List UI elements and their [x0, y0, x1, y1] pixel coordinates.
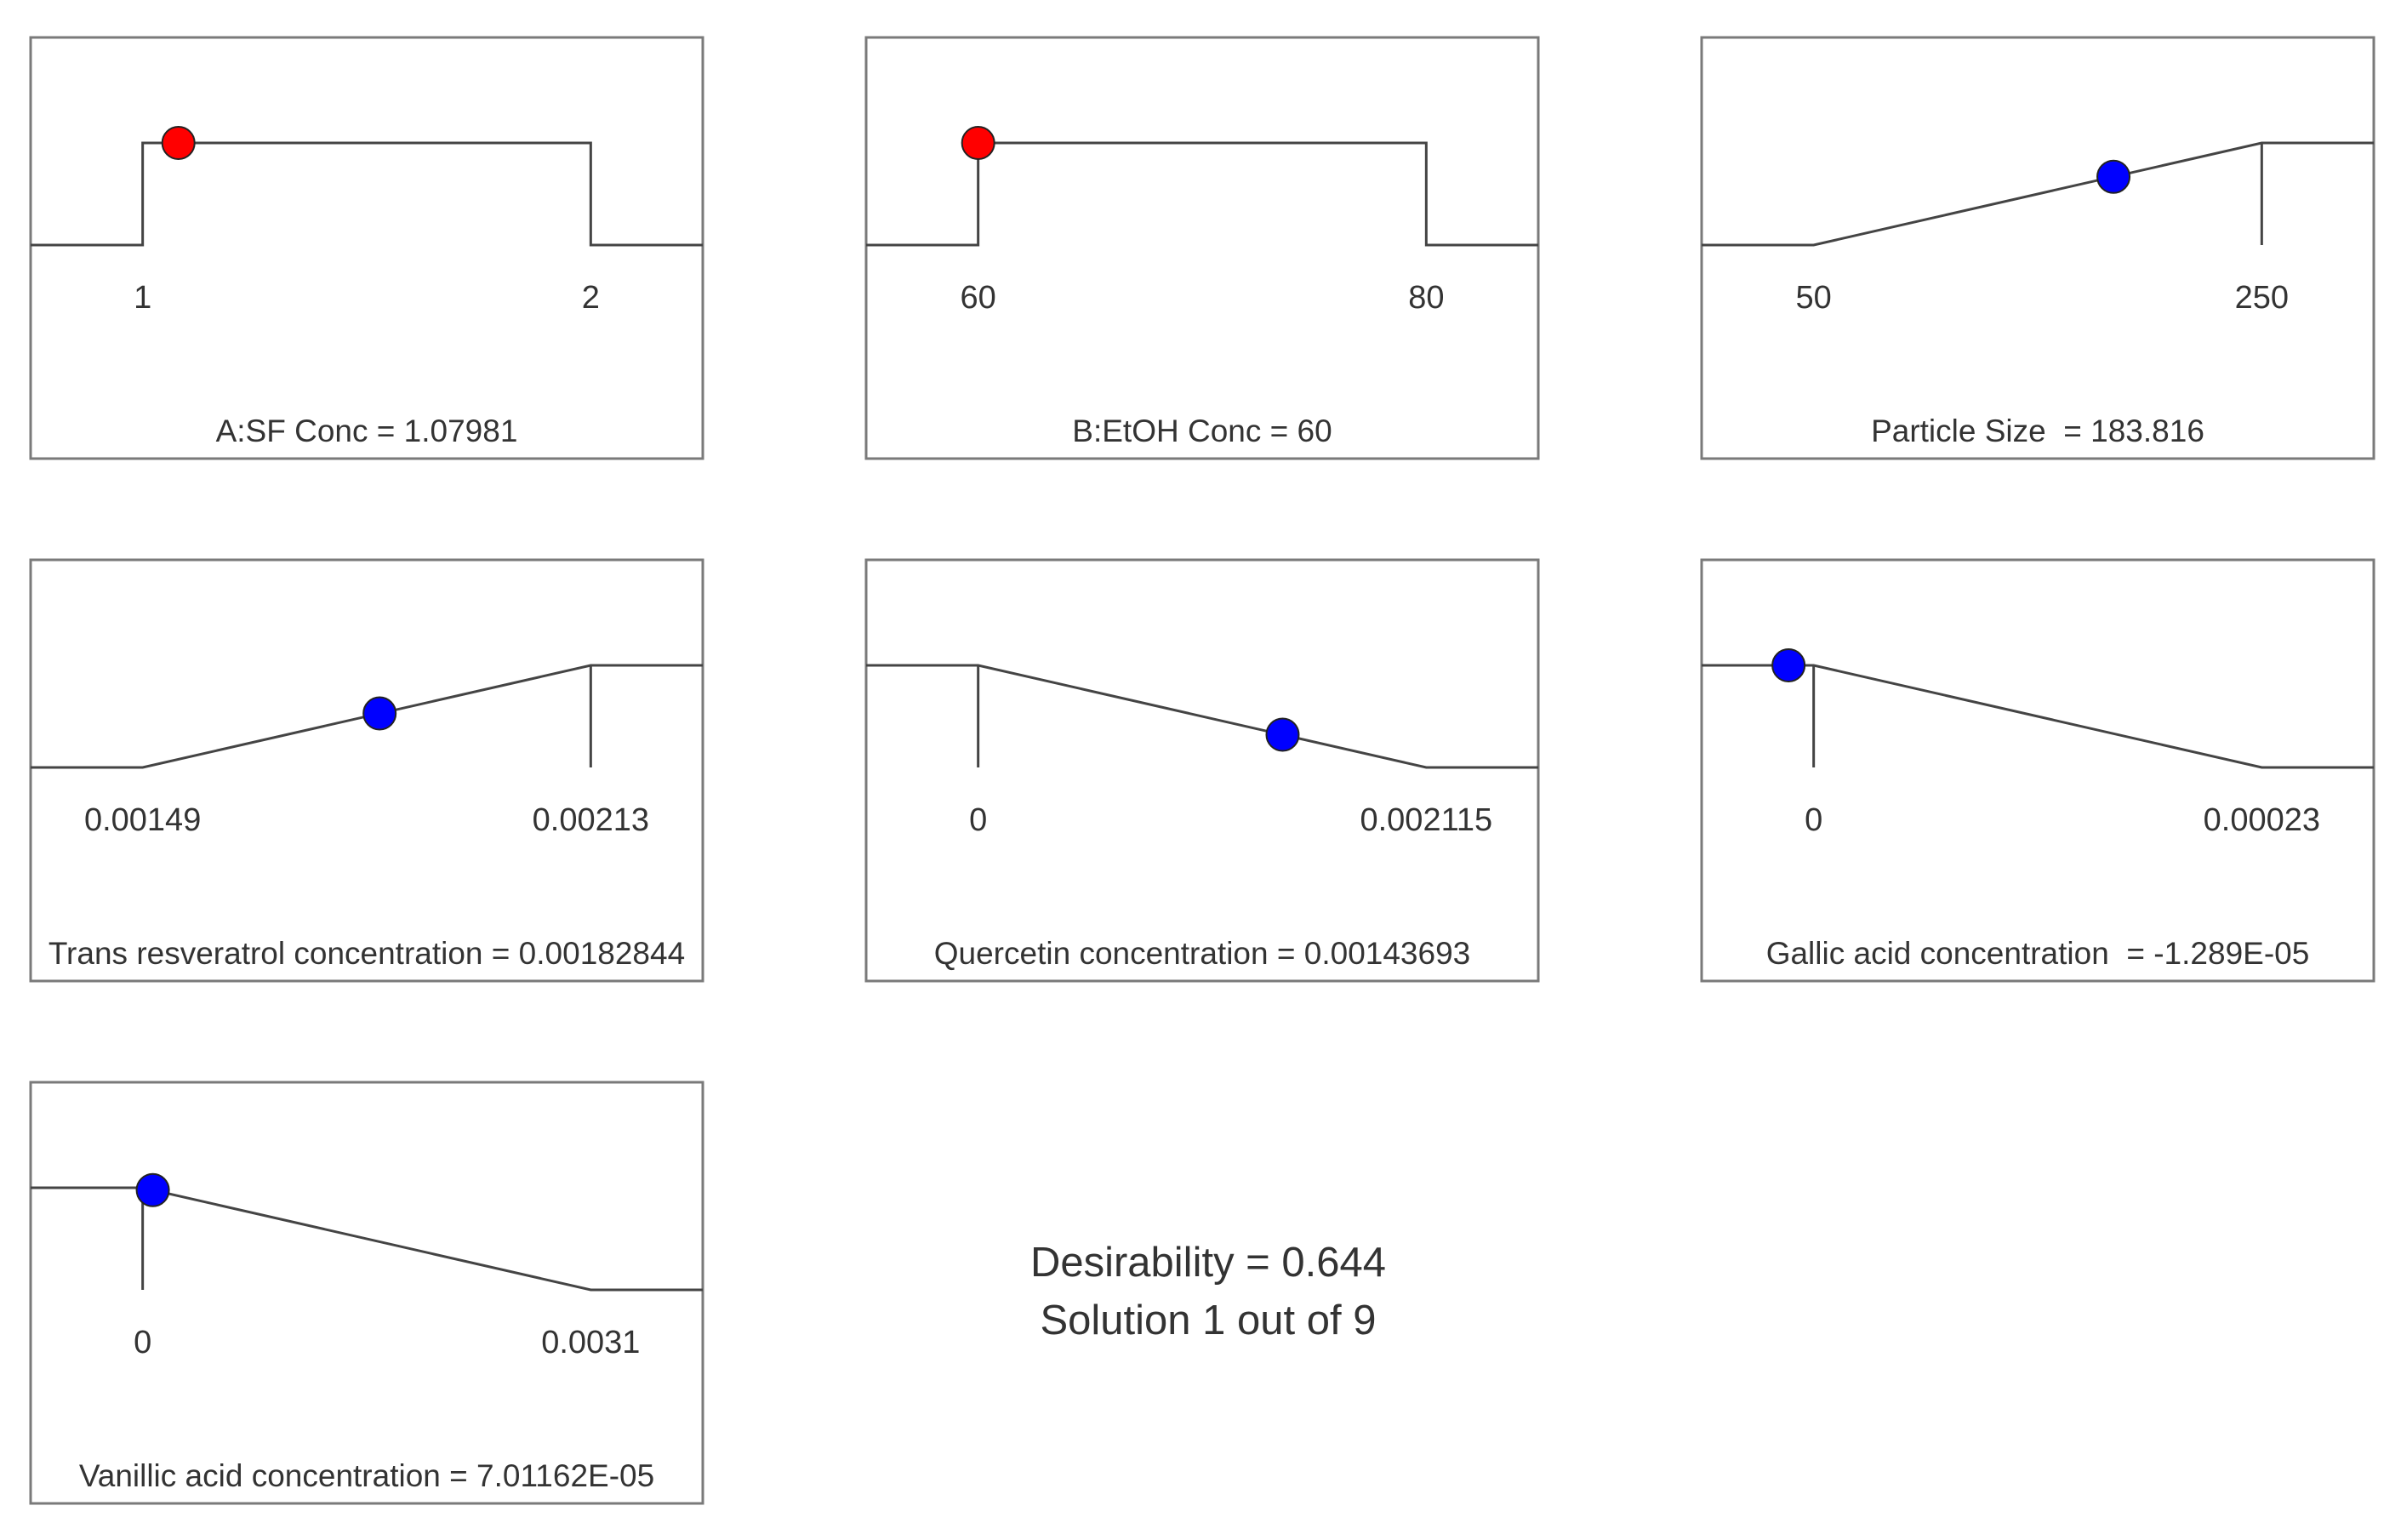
response-value-point	[1265, 717, 1300, 752]
low-tick-label: 0	[969, 802, 987, 838]
ramp-panel: 0 0.002115 Quercetin concentration = 0.001…	[864, 558, 1540, 983]
desirability-curve	[1702, 141, 2374, 247]
high-tick-label: 80	[1408, 280, 1444, 316]
ramp-panel: 60 80 B:EtOH Conc = 60	[864, 36, 1540, 460]
response-value-point	[362, 696, 397, 731]
high-tick-label: 0.00023	[2204, 802, 2320, 838]
ramp-panel: 0 0.0031 Vanillic acid concentration = 7.0…	[29, 1081, 704, 1505]
desirability-curve	[31, 1186, 703, 1292]
panel-title: Trans resveratrol concentration = 0.0018…	[48, 936, 685, 971]
low-tick-label: 0	[134, 1325, 151, 1360]
desirability-curve	[1702, 664, 2374, 769]
low-tick-label: 0	[1805, 802, 1822, 838]
ramp-panel: 1 2 A:SF Conc = 1.07981	[29, 36, 704, 460]
panel-frame	[864, 36, 1540, 460]
panel-frame	[1700, 36, 2375, 460]
panel-title: Vanillic acid concentration = 7.01162E-0…	[79, 1458, 654, 1493]
desirability-curve	[866, 141, 1538, 247]
desirability-curve	[31, 141, 703, 247]
panel-title: Particle Size = 183.816	[1871, 414, 2204, 448]
response-value-point	[2096, 159, 2131, 194]
low-tick-label: 0.00149	[84, 802, 201, 838]
panel-frame	[29, 36, 704, 460]
solution-count: Solution 1 out of 9	[1040, 1298, 1377, 1343]
panel-title: A:SF Conc = 1.07981	[216, 414, 518, 448]
desirability-value: Desirability = 0.644	[1029, 1240, 1387, 1286]
ramp-panel: 0.00149 0.00213 Trans resveratrol concentr…	[29, 558, 704, 983]
panel-frame	[864, 558, 1540, 983]
high-tick-label: 0.00213	[533, 802, 649, 838]
panel-title: B:EtOH Conc = 60	[1072, 414, 1332, 448]
low-tick-label: 50	[1796, 280, 1832, 316]
high-tick-label: 0.0031	[541, 1325, 640, 1360]
panel-title: Gallic acid concentration = -1.289E-05	[1766, 936, 2310, 971]
panel-frame	[29, 1081, 704, 1505]
response-value-point	[135, 1172, 170, 1207]
high-tick-label: 0.002115	[1360, 802, 1492, 838]
desirability-summary: Desirability = 0.644 Solution 1 out of 9	[868, 1234, 1548, 1349]
desirability-curve	[866, 664, 1538, 769]
ramp-panel: 50 250 Particle Size = 183.816	[1700, 36, 2375, 460]
panel-frame	[29, 558, 704, 983]
factor-setting-point	[161, 126, 196, 160]
factor-setting-point	[961, 126, 995, 160]
high-tick-label: 2	[582, 280, 600, 316]
panel-title: Quercetin concentration = 0.00143693	[934, 936, 1470, 971]
high-tick-label: 250	[2235, 280, 2289, 316]
response-value-point	[1771, 648, 1806, 682]
low-tick-label: 1	[134, 280, 151, 316]
ramp-panel: 0 0.00023 Gallic acid concentration = -1.2…	[1700, 558, 2375, 983]
low-tick-label: 60	[961, 280, 996, 316]
panel-frame	[1700, 558, 2375, 983]
